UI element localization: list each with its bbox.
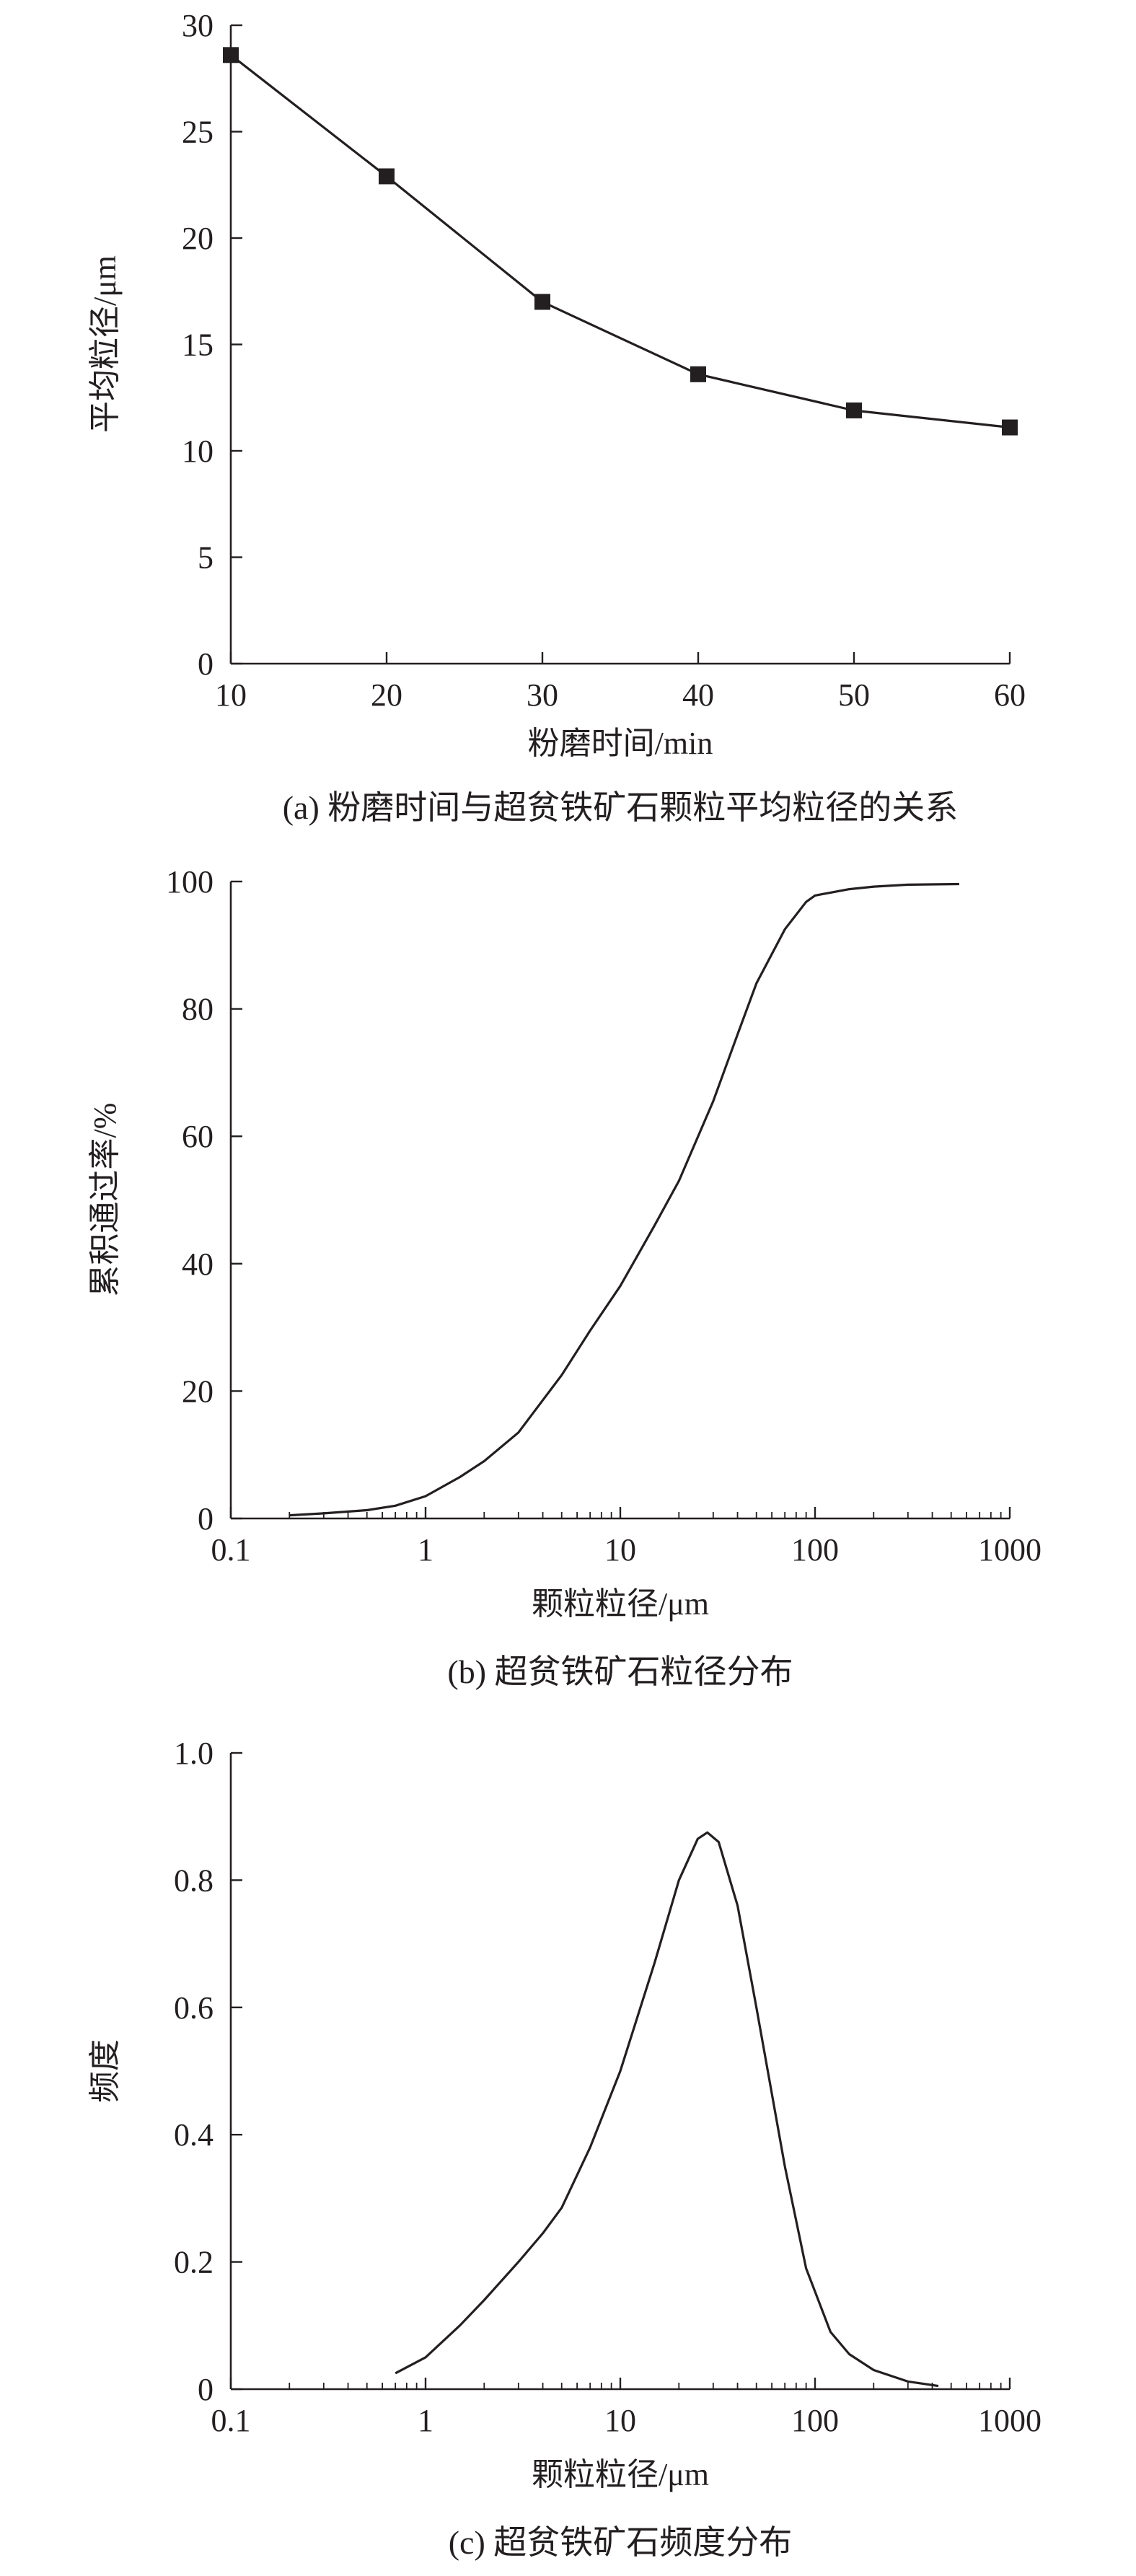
plot-area [223,47,1018,436]
y-tick-label: 25 [182,115,213,150]
y-tick-label: 10 [182,434,213,469]
axis-tick-labels: 0 5 10 15 20 25 30 10 20 30 40 50 60 [182,8,1026,713]
data-point-marker [379,168,395,185]
chart-panel-b: 0 20 40 60 80 100 0.1 1 10 100 1000 颗粒粒径/μm 累积通过率/… [87,864,1042,1690]
chart-caption: (c) 超贫铁矿石频度分布 [449,2524,793,2561]
series-line [230,54,1010,429]
y-axis-title: 平均粒径/μm [87,255,123,433]
x-tick-label: 10 [604,2403,636,2438]
y-axis-title: 频度 [87,2039,123,2103]
x-tick-label: 10 [215,677,247,713]
x-tick-label: 0.1 [211,2403,251,2438]
plot-area [395,1831,939,2388]
x-axis-title: 颗粒粒径/μm [532,1586,709,1622]
x-tick-label: 20 [371,677,402,713]
x-tick-label: 1000 [978,1532,1042,1568]
axis-ticks [229,880,1011,1520]
x-tick-label: 40 [682,677,714,713]
y-tick-label: 40 [182,1247,213,1282]
chart-caption: (a) 粉磨时间与超贫铁矿石颗粒平均粒径的关系 [283,789,959,826]
y-tick-label: 30 [182,8,213,43]
axis-ticks [229,24,1011,665]
x-axis-title: 颗粒粒径/μm [532,2457,709,2492]
y-tick-label: 100 [166,864,213,900]
y-axis-title: 累积通过率/% [87,1103,123,1297]
data-point-marker [1002,419,1018,436]
y-tick-label: 0.4 [174,2117,213,2153]
data-point-marker [690,366,706,382]
y-tick-label: 20 [182,1373,213,1409]
y-tick-label: 0.2 [174,2245,213,2280]
plot-area [289,882,959,1517]
x-tick-label: 10 [604,1532,636,1568]
y-tick-label: 0.8 [174,1863,213,1898]
y-tick-label: 80 [182,992,213,1027]
x-axis-title: 粉磨时间/min [528,726,713,761]
y-tick-label: 0 [198,646,213,682]
series-line [289,882,959,1517]
x-tick-label: 100 [791,2403,839,2438]
y-tick-label: 20 [182,221,213,256]
axis-tick-labels: 0 0.2 0.4 0.6 0.8 1.0 0.1 1 10 100 1000 [174,1736,1042,2438]
chart-caption: (b) 超贫铁矿石粒径分布 [447,1653,793,1690]
y-tick-label: 0.6 [174,1990,213,2026]
chart-panel-a: 0 5 10 15 20 25 30 10 20 30 40 50 60 粉磨时间/min 平均粒径/μ… [87,8,1026,826]
chart-panel-c: 0 0.2 0.4 0.6 0.8 1.0 0.1 1 10 100 1000 颗粒粒径/μm 频度… [87,1736,1042,2561]
y-tick-label: 5 [198,540,213,576]
y-tick-label: 0 [198,2372,213,2407]
x-tick-label: 0.1 [211,1532,251,1568]
x-tick-label: 1000 [978,2403,1042,2438]
axis-ticks [229,1751,1011,2391]
data-point-marker [223,47,239,63]
data-point-marker [534,294,550,310]
x-tick-label: 60 [994,677,1026,713]
x-tick-label: 50 [838,677,870,713]
y-tick-label: 1.0 [174,1736,213,1771]
y-tick-label: 15 [182,328,213,363]
x-tick-label: 1 [418,1532,433,1568]
y-tick-label: 0 [198,1501,213,1537]
x-tick-label: 100 [791,1532,839,1568]
data-point-marker [846,402,862,418]
axis-tick-labels: 0 20 40 60 80 100 0.1 1 10 100 1000 [166,864,1042,1568]
y-tick-label: 60 [182,1119,213,1154]
x-tick-label: 30 [527,677,558,713]
x-tick-label: 1 [418,2403,433,2438]
series-line [395,1831,939,2388]
